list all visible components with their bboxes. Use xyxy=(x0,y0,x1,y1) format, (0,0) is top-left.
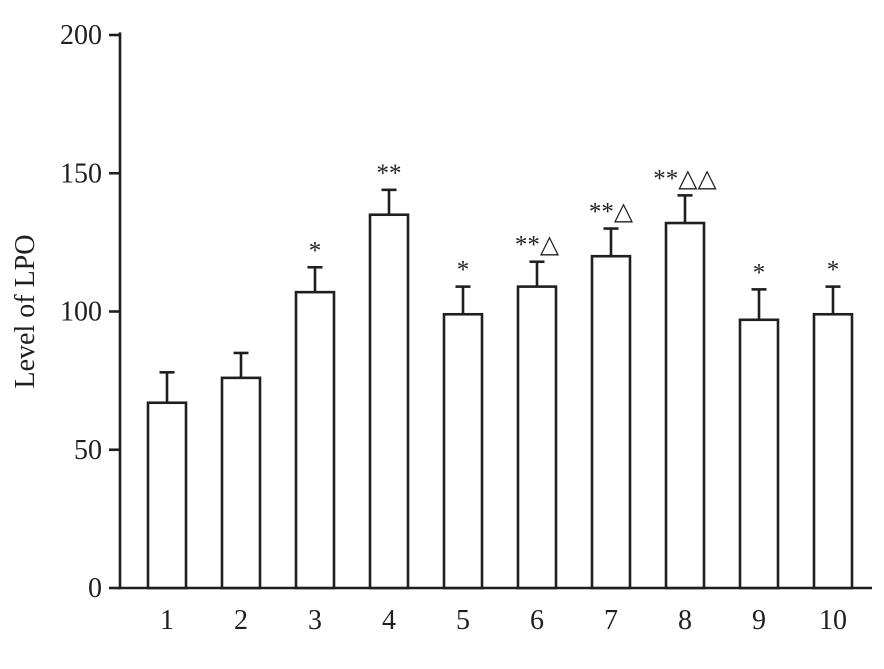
x-tick-label: 6 xyxy=(530,605,544,636)
bar xyxy=(146,401,188,590)
significance-annotation: **△ xyxy=(589,199,634,226)
significance-annotation: **△ xyxy=(515,232,560,259)
bar xyxy=(516,285,558,590)
x-tick-label: 2 xyxy=(234,605,248,636)
bar xyxy=(738,318,780,590)
significance-annotation: * xyxy=(457,257,470,284)
significance-annotation: **△△ xyxy=(653,165,717,192)
x-tick-label: 9 xyxy=(752,605,766,636)
bar xyxy=(294,290,336,590)
x-tick-label: 5 xyxy=(456,605,470,636)
x-tick-label: 7 xyxy=(604,605,618,636)
y-tick-label: 100 xyxy=(60,297,102,328)
bar xyxy=(220,376,262,590)
significance-annotation: * xyxy=(827,257,840,284)
significance-annotation: ** xyxy=(377,160,402,187)
x-tick-label: 8 xyxy=(678,605,692,636)
bar xyxy=(812,312,854,590)
y-tick-label: 150 xyxy=(60,158,102,189)
x-tick-label: 10 xyxy=(819,605,847,636)
bar xyxy=(664,221,706,590)
bar xyxy=(590,254,632,590)
x-tick-label: 1 xyxy=(160,605,174,636)
bar xyxy=(442,312,484,590)
x-tick-label: 3 xyxy=(308,605,322,636)
y-tick-label: 50 xyxy=(74,435,102,466)
significance-annotation: * xyxy=(309,237,322,264)
x-tick-label: 4 xyxy=(382,605,396,636)
y-axis-title: Level of LPO xyxy=(10,235,41,389)
bar xyxy=(368,213,410,590)
y-tick-label: 0 xyxy=(88,573,102,604)
significance-annotation: * xyxy=(753,259,766,286)
y-tick-label: 200 xyxy=(60,20,102,51)
